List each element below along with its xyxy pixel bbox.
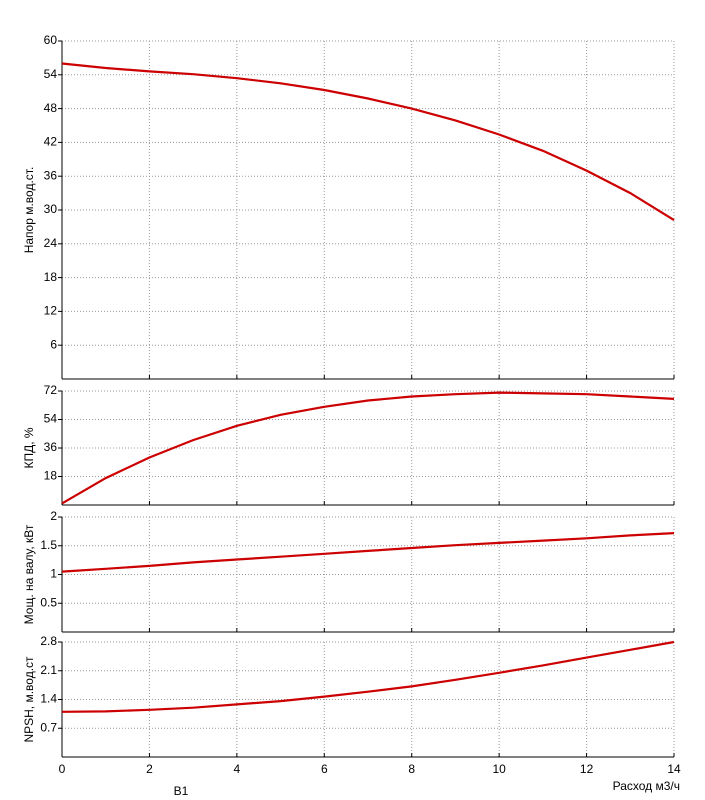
y-tick-label: 6 xyxy=(50,337,57,351)
curve xyxy=(61,62,675,222)
y-tick-label: 54 xyxy=(44,412,58,426)
y-tick-label: 1.5 xyxy=(40,538,57,552)
y-axis-label: Напор м.вод.ст. xyxy=(22,167,36,254)
y-tick-label: 1 xyxy=(50,567,57,581)
x-tick-label: 8 xyxy=(408,762,415,776)
y-tick-label: 0.5 xyxy=(40,595,57,609)
legend-fragment: B1 xyxy=(174,784,189,798)
y-tick-label: 36 xyxy=(44,168,58,182)
y-tick-label: 30 xyxy=(44,202,58,216)
y-tick-label: 48 xyxy=(44,101,58,115)
y-tick-label: 54 xyxy=(44,67,58,81)
x-tick-label: 2 xyxy=(146,762,153,776)
y-tick-label: 1.4 xyxy=(40,692,57,706)
x-tick-label: 10 xyxy=(492,762,506,776)
y-tick-label: 0.7 xyxy=(40,720,57,734)
y-tick-label: 72 xyxy=(44,383,58,397)
x-tick-label: 6 xyxy=(321,762,328,776)
x-tick-label: 12 xyxy=(580,762,594,776)
curve xyxy=(61,640,675,713)
y-tick-label: 2.8 xyxy=(40,634,57,648)
x-tick-label: 14 xyxy=(667,762,681,776)
y-tick-label: 2.1 xyxy=(40,663,57,677)
curve xyxy=(61,532,675,573)
y-tick-label: 42 xyxy=(44,135,58,149)
x-tick-label: 0 xyxy=(59,762,66,776)
y-axis-label: NPSH, м.вод.ст xyxy=(22,656,36,743)
y-tick-label: 60 xyxy=(44,33,58,47)
y-tick-label: 18 xyxy=(44,270,58,284)
x-tick-label: 4 xyxy=(234,762,241,776)
y-tick-label: 12 xyxy=(44,304,58,318)
y-tick-label: 2 xyxy=(50,509,57,523)
y-axis-label: Мощ. на валу, кВт xyxy=(22,524,36,624)
curve xyxy=(61,391,675,505)
y-tick-label: 18 xyxy=(44,469,58,483)
y-tick-label: 36 xyxy=(44,440,58,454)
x-axis-label: Расход м3/ч xyxy=(613,779,680,793)
y-tick-label: 24 xyxy=(44,236,58,250)
y-axis-label: КПД, % xyxy=(22,427,36,468)
